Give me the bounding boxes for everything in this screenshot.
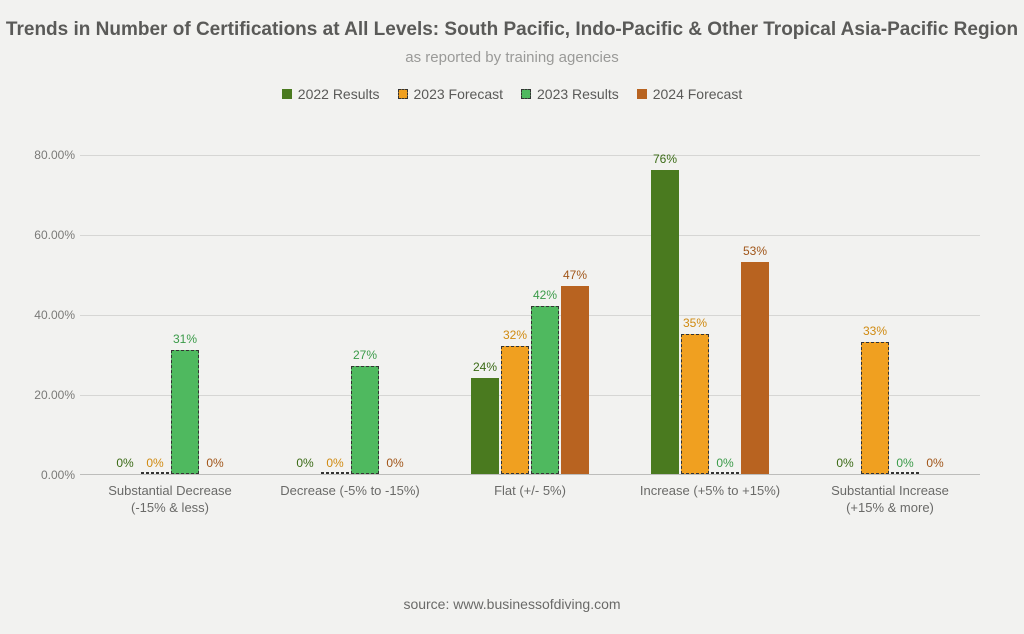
- legend-swatch: [637, 89, 647, 99]
- x-category-label: Substantial Increase(+15% & more): [800, 483, 980, 517]
- y-tick-label: 20.00%: [20, 388, 75, 402]
- legend-item-2: 2023 Results: [521, 86, 619, 102]
- bar: [561, 286, 589, 474]
- legend-label: 2024 Forecast: [653, 86, 743, 102]
- bar-value-label: 0%: [315, 456, 355, 470]
- legend-item-3: 2024 Forecast: [637, 86, 743, 102]
- bar-value-label: 24%: [465, 360, 505, 374]
- bar-value-label: 31%: [165, 332, 205, 346]
- source-text: source: www.businessofdiving.com: [0, 596, 1024, 612]
- chart-subtitle: as reported by training agencies: [0, 49, 1024, 66]
- x-category-label: Substantial Decrease(-15% & less): [80, 483, 260, 517]
- bar-value-label: 42%: [525, 288, 565, 302]
- bar: [741, 262, 769, 474]
- bar-value-label: 0%: [375, 456, 415, 470]
- legend-swatch: [282, 89, 292, 99]
- legend-label: 2022 Results: [298, 86, 380, 102]
- y-tick-label: 40.00%: [20, 308, 75, 322]
- chart-title: Trends in Number of Certifications at Al…: [0, 0, 1024, 43]
- x-category-label: Decrease (-5% to -15%): [260, 483, 440, 500]
- legend-label: 2023 Results: [537, 86, 619, 102]
- bar-value-label: 32%: [495, 328, 535, 342]
- bar: [321, 472, 349, 474]
- bar-value-label: 0%: [195, 456, 235, 470]
- bar: [471, 378, 499, 474]
- y-tick-label: 80.00%: [20, 148, 75, 162]
- legend-item-0: 2022 Results: [282, 86, 380, 102]
- bar-value-label: 27%: [345, 348, 385, 362]
- y-tick-label: 60.00%: [20, 228, 75, 242]
- bar-value-label: 0%: [705, 456, 745, 470]
- gridline: [80, 315, 980, 316]
- bar-value-label: 0%: [135, 456, 175, 470]
- bar-value-label: 76%: [645, 152, 685, 166]
- bar: [681, 334, 709, 474]
- y-tick-label: 0.00%: [20, 468, 75, 482]
- chart-area: 0.00%20.00%40.00%60.00%80.00%0%0%31%0%0%…: [80, 155, 980, 525]
- bar: [141, 472, 169, 474]
- legend-label: 2023 Forecast: [414, 86, 504, 102]
- bar-value-label: 35%: [675, 316, 715, 330]
- bar-value-label: 0%: [825, 456, 865, 470]
- legend: 2022 Results 2023 Forecast 2023 Results 202…: [0, 86, 1024, 102]
- bar: [891, 472, 919, 474]
- bar-value-label: 33%: [855, 324, 895, 338]
- gridline: [80, 235, 980, 236]
- x-category-label: Flat (+/- 5%): [440, 483, 620, 500]
- legend-swatch: [521, 89, 531, 99]
- bar: [501, 346, 529, 474]
- bar: [711, 472, 739, 474]
- bar-value-label: 47%: [555, 268, 595, 282]
- x-category-label: Increase (+5% to +15%): [620, 483, 800, 500]
- gridline: [80, 155, 980, 156]
- plot-area: 0.00%20.00%40.00%60.00%80.00%0%0%31%0%0%…: [80, 155, 980, 475]
- bar-value-label: 53%: [735, 244, 775, 258]
- bar-value-label: 0%: [915, 456, 955, 470]
- bar: [861, 342, 889, 474]
- gridline: [80, 395, 980, 396]
- legend-swatch: [398, 89, 408, 99]
- bar: [531, 306, 559, 474]
- legend-item-1: 2023 Forecast: [398, 86, 504, 102]
